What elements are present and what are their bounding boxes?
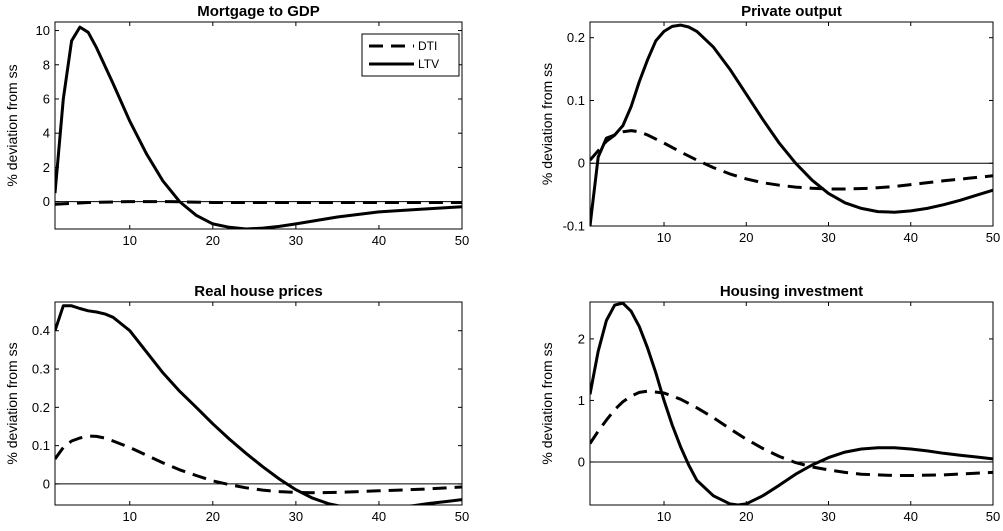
y-axis-label: % deviation from ss (539, 342, 555, 464)
y-tick-label: 0.1 (32, 438, 50, 453)
x-tick-label: 10 (123, 233, 137, 248)
x-tick-label: 10 (123, 509, 137, 524)
y-tick-label: 0 (578, 156, 585, 171)
series-line-ltv (590, 302, 993, 505)
x-tick-label: 40 (904, 230, 918, 245)
x-tick-label: 30 (821, 230, 835, 245)
series-line-ltv (590, 23, 993, 226)
y-tick-label: -0.1 (563, 219, 585, 234)
axes-box (589, 21, 994, 227)
x-tick-label: 10 (657, 230, 671, 245)
chart-title: Real house prices (194, 283, 322, 300)
series-line-ltv (55, 25, 462, 229)
y-tick-label: 8 (43, 57, 50, 72)
chart-real-house-prices: Real house prices % deviation from ss 10 20… (4, 283, 469, 524)
x-tick-label: 30 (821, 509, 835, 524)
y-tick-label: 0 (43, 476, 50, 491)
series-line-ltv (55, 304, 462, 505)
y-tick-label: 1 (578, 393, 585, 408)
series-line-dti (590, 129, 993, 191)
y-tick-label: 0.1 (567, 93, 585, 108)
x-tick-label: 50 (986, 509, 1000, 524)
x-tick-label: 40 (372, 233, 386, 248)
y-tick-label: 4 (43, 126, 50, 141)
x-tick-label: 50 (455, 233, 469, 248)
y-axis-label: % deviation from ss (4, 64, 20, 186)
series-line-dti (590, 389, 993, 477)
legend-label-ltv: LTV (418, 57, 439, 71)
y-axis-label: % deviation from ss (4, 342, 20, 464)
axes-box (54, 21, 463, 230)
x-tick-label: 30 (289, 509, 303, 524)
y-tick-label: 0.2 (567, 30, 585, 45)
chart-title: Housing investment (720, 283, 863, 300)
x-tick-label: 30 (289, 233, 303, 248)
y-tick-label: 0 (43, 194, 50, 209)
chart-title: Private output (741, 3, 842, 20)
x-tick-label: 20 (206, 233, 220, 248)
y-tick-label: 0.3 (32, 362, 50, 377)
y-tick-label: 10 (36, 23, 50, 38)
x-tick-label: 50 (986, 230, 1000, 245)
axes-box (54, 301, 463, 506)
legend: DTI LTV (361, 33, 460, 77)
legend-label-dti: DTI (418, 39, 437, 53)
x-tick-label: 10 (657, 509, 671, 524)
y-tick-label: 2 (578, 331, 585, 346)
series-line-dti (55, 200, 462, 206)
axes-box (589, 301, 994, 506)
x-tick-label: 20 (739, 230, 753, 245)
chart-private-output: Private output % deviation from ss 10 20 30 4… (539, 3, 1000, 245)
y-tick-label: 0.4 (32, 323, 50, 338)
x-tick-label: 20 (739, 509, 753, 524)
x-tick-label: 50 (455, 509, 469, 524)
y-tick-label: 0.2 (32, 400, 50, 415)
y-tick-label: 6 (43, 91, 50, 106)
legend-box (361, 33, 460, 77)
y-axis-label: % deviation from ss (539, 63, 555, 185)
x-tick-label: 40 (904, 509, 918, 524)
chart-title: Mortgage to GDP (197, 3, 320, 20)
x-tick-label: 20 (206, 509, 220, 524)
y-tick-label: 2 (43, 160, 50, 175)
x-tick-label: 40 (372, 509, 386, 524)
y-tick-label: 0 (578, 454, 585, 469)
